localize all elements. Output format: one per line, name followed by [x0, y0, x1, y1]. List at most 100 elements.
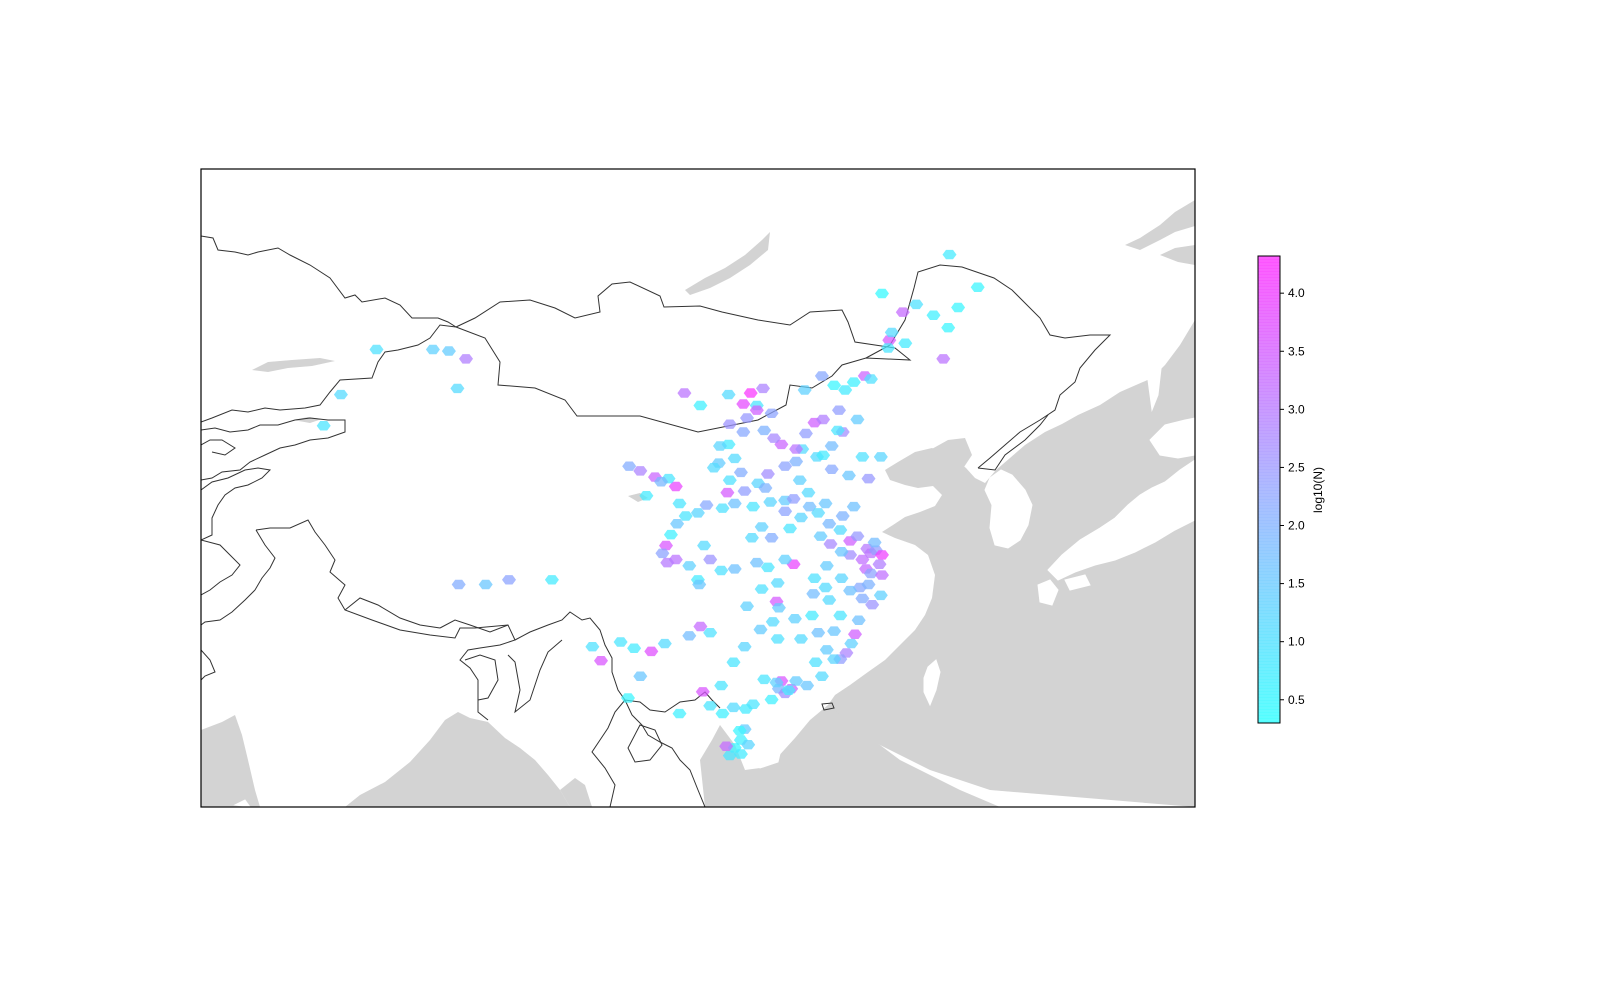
- islands: [233, 318, 1195, 807]
- sri-lanka: [233, 799, 251, 807]
- border-cambodia: [627, 724, 663, 763]
- colorbar-tick-label: 1.5: [1288, 577, 1305, 591]
- data-point-hex: [722, 750, 737, 761]
- border-iran: [201, 539, 241, 596]
- south-china-sea: [720, 705, 1000, 807]
- data-point-hex: [838, 385, 853, 395]
- data-point-hex: [818, 498, 833, 509]
- taiwan: [923, 659, 941, 707]
- data-point-hex: [863, 568, 878, 579]
- data-point-hex: [670, 519, 685, 529]
- data-point-hex: [441, 346, 456, 356]
- colorbar-stripes: [1258, 257, 1280, 721]
- data-point-hex: [693, 621, 708, 632]
- data-point-hex: [715, 708, 730, 719]
- hainan: [747, 737, 783, 769]
- data-point-hex: [805, 610, 819, 621]
- data-point-hex: [654, 477, 669, 487]
- data-point-hex: [754, 522, 769, 532]
- data-point-hex: [832, 405, 846, 415]
- data-point-hex: [792, 475, 807, 485]
- data-point-hex: [848, 629, 862, 639]
- data-point-hex: [655, 548, 670, 559]
- border-bhutan-myanmar: [514, 611, 721, 713]
- data-point-hex: [882, 335, 897, 345]
- data-point-hex: [822, 519, 837, 529]
- map-panel: [201, 169, 1195, 807]
- data-point-hex: [819, 645, 834, 655]
- colorbar-tick-label: 2.0: [1288, 519, 1305, 533]
- border-pakistan: [255, 519, 516, 721]
- data-point-hex: [677, 388, 692, 398]
- border-india-west: [201, 529, 276, 626]
- data-point-hex: [778, 461, 793, 471]
- data-point-hex: [746, 699, 761, 709]
- data-point-hex: [806, 589, 821, 599]
- data-point-hex: [895, 307, 910, 317]
- data-point-hex: [797, 385, 812, 395]
- data-point-hex: [802, 501, 817, 512]
- data-point-hex: [672, 708, 687, 719]
- colorbar-tick-label: 1.0: [1288, 635, 1305, 649]
- data-point-hex: [875, 550, 889, 560]
- data-point-hex: [794, 512, 808, 523]
- data-point-hex: [459, 354, 473, 364]
- data-point-hex: [706, 463, 721, 473]
- data-point-hex: [827, 654, 842, 664]
- border-myanmar-india: [507, 639, 563, 714]
- bohai-sea: [928, 438, 972, 475]
- data-point-hex: [764, 533, 779, 543]
- data-point-hex: [865, 600, 880, 610]
- data-point-hex: [926, 310, 941, 320]
- data-point-hex: [771, 603, 786, 613]
- border-india-tibet: [344, 597, 441, 629]
- data-point-hex: [727, 564, 742, 574]
- bay-of-bengal: [345, 712, 570, 807]
- data-point-hex: [733, 467, 748, 478]
- data-point-hex: [719, 741, 734, 751]
- colorbar-gradient: [1258, 256, 1280, 723]
- data-point-hex: [789, 456, 804, 467]
- data-point-hex: [769, 677, 784, 688]
- data-point-hex: [692, 579, 707, 590]
- data-point-hex: [451, 579, 466, 590]
- data-point-hex: [720, 487, 735, 498]
- data-point-hex: [585, 642, 600, 652]
- data-point-hex: [740, 413, 754, 423]
- data-point-hex: [722, 419, 737, 429]
- colorbar-frame: [1257, 255, 1281, 724]
- macau-hk-outline: [821, 702, 835, 711]
- lake-baikal: [685, 232, 770, 295]
- data-point-hex: [758, 483, 773, 493]
- data-point-hex: [764, 694, 779, 705]
- border-nepal: [439, 619, 509, 633]
- data-point-hex: [778, 554, 793, 565]
- data-point-hex: [622, 461, 637, 471]
- data-point-hex: [861, 473, 876, 484]
- data-point-hex: [936, 354, 951, 364]
- data-point-hex: [736, 427, 751, 437]
- korea: [984, 469, 1033, 549]
- data-point-hex: [951, 302, 966, 313]
- data-point-hex: [763, 497, 778, 507]
- colorbar-tick-label: 4.0: [1288, 286, 1305, 300]
- data-point-hex: [727, 498, 742, 509]
- data-point-hex: [816, 450, 831, 460]
- data-point-hex: [855, 593, 870, 604]
- data-point-hex: [834, 573, 849, 583]
- map-frame: [200, 168, 1196, 808]
- data-point-hex: [736, 399, 751, 409]
- data-point-hex: [818, 582, 833, 593]
- data-point-hex: [811, 508, 826, 518]
- data-points: [316, 249, 985, 761]
- colorbar: 0.5 1.0 1.5 2.0 2.5 3.0 3.5 4.0 log10(N): [1257, 255, 1325, 724]
- data-point-hex: [722, 475, 737, 485]
- data-point-hex: [861, 579, 876, 590]
- data-point-hex: [760, 469, 775, 479]
- colorbar-tick-label: 3.5: [1288, 344, 1305, 358]
- okhotsk-sea-2: [1160, 245, 1195, 265]
- data-point-hex: [726, 702, 741, 713]
- data-point-hex: [781, 685, 796, 695]
- data-point-hex: [822, 595, 837, 605]
